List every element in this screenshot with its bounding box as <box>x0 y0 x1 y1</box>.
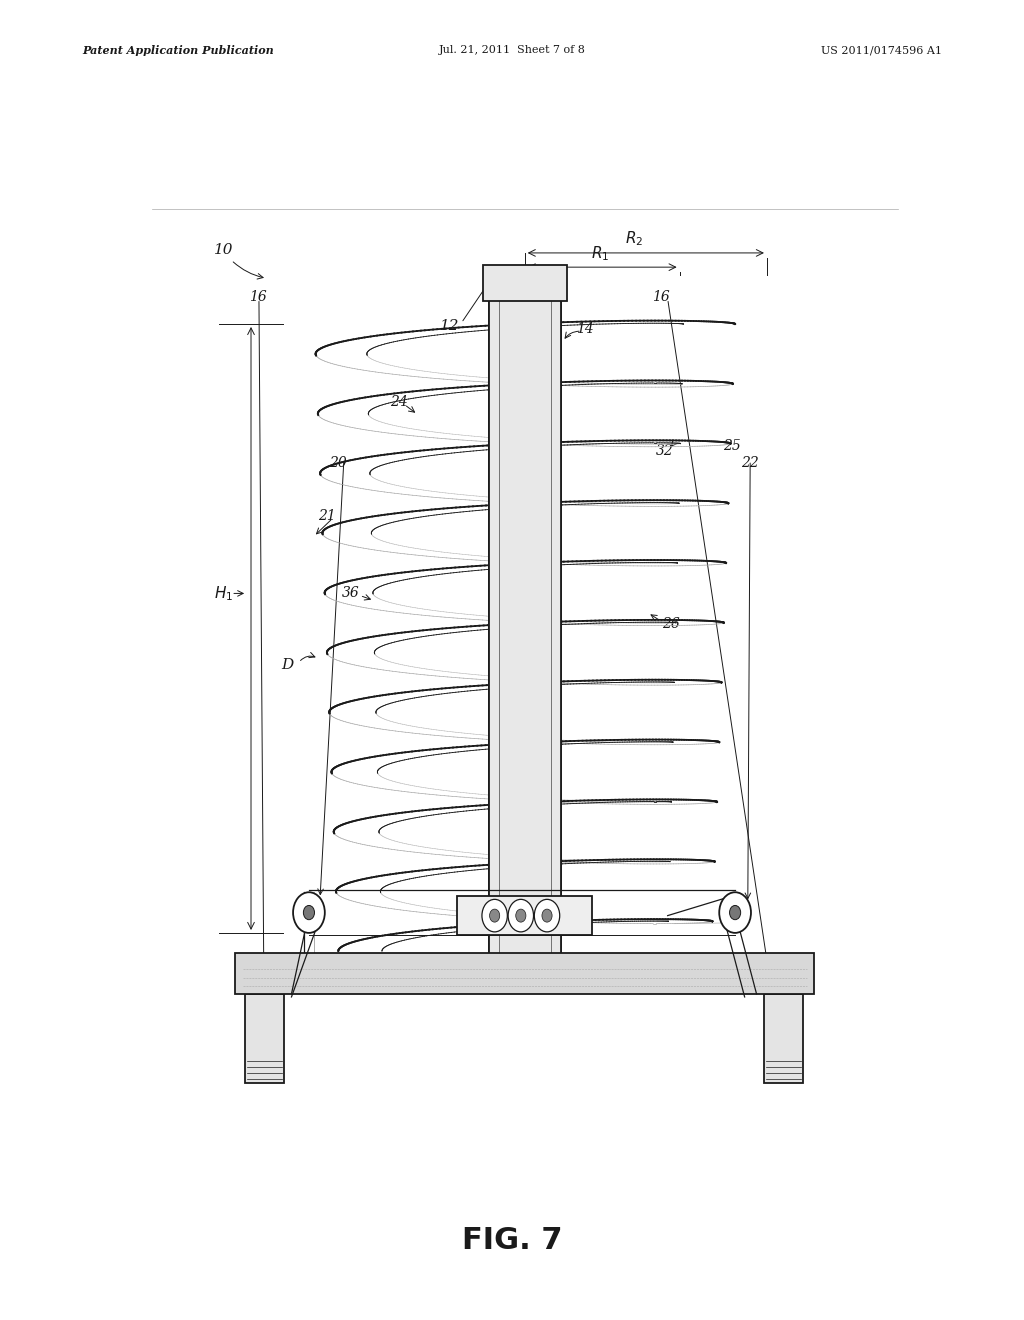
Text: 22: 22 <box>740 457 759 470</box>
Text: Jul. 21, 2011  Sheet 7 of 8: Jul. 21, 2011 Sheet 7 of 8 <box>438 45 586 55</box>
Text: 16: 16 <box>652 289 670 304</box>
Circle shape <box>535 899 560 932</box>
Circle shape <box>719 892 751 933</box>
Text: $R_2$: $R_2$ <box>626 230 643 248</box>
Circle shape <box>489 909 500 923</box>
Text: 25: 25 <box>723 440 741 453</box>
Circle shape <box>293 892 325 933</box>
Text: FIG. 7: FIG. 7 <box>462 1226 562 1255</box>
Text: $R_1$: $R_1$ <box>591 244 609 263</box>
Text: 18: 18 <box>501 403 519 416</box>
Bar <box>246 994 284 1084</box>
Bar <box>489 276 560 987</box>
Text: $H_1$: $H_1$ <box>214 583 232 603</box>
Text: 14: 14 <box>577 322 594 337</box>
Circle shape <box>516 909 526 923</box>
Text: 36: 36 <box>342 586 360 601</box>
Circle shape <box>482 899 507 932</box>
Text: D: D <box>282 657 294 672</box>
Text: 26: 26 <box>663 616 680 631</box>
Bar <box>236 953 814 994</box>
Bar <box>489 276 560 987</box>
Text: 24: 24 <box>390 395 408 409</box>
Circle shape <box>729 906 740 920</box>
Text: Patent Application Publication: Patent Application Publication <box>82 45 273 55</box>
Text: 21: 21 <box>318 510 336 523</box>
Text: 16: 16 <box>249 289 266 304</box>
Circle shape <box>303 906 314 920</box>
Bar <box>765 994 803 1084</box>
Bar <box>458 896 592 935</box>
Text: US 2011/0174596 A1: US 2011/0174596 A1 <box>821 45 942 55</box>
Text: 10: 10 <box>214 243 233 257</box>
Circle shape <box>508 899 534 932</box>
Bar <box>482 265 567 301</box>
Circle shape <box>542 909 552 923</box>
Text: 12: 12 <box>440 319 460 333</box>
Text: 32: 32 <box>655 444 674 458</box>
Text: 20: 20 <box>329 457 346 470</box>
